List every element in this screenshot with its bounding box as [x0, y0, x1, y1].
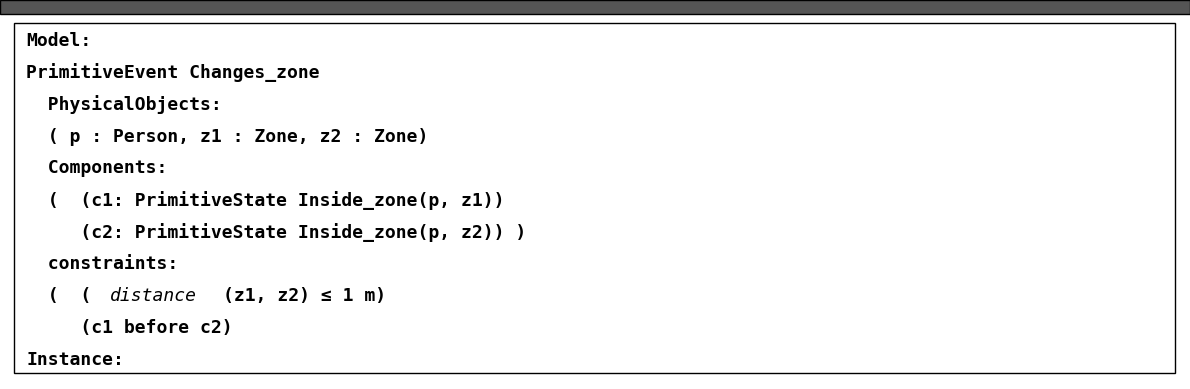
Text: PrimitiveEvent Changes_zone: PrimitiveEvent Changes_zone	[26, 63, 320, 82]
Text: (  (c1: PrimitiveState Inside_zone(p, z1)): ( (c1: PrimitiveState Inside_zone(p, z1)…	[26, 191, 505, 210]
Text: (z1, z2) ≤ 1 m): (z1, z2) ≤ 1 m)	[223, 287, 386, 305]
Text: Components:: Components:	[26, 159, 168, 177]
Text: ( p : Person, z1 : Zone, z2 : Zone): ( p : Person, z1 : Zone, z2 : Zone)	[26, 128, 428, 145]
Text: distance: distance	[111, 287, 198, 305]
Text: Instance:: Instance:	[26, 351, 124, 369]
Text: (  (: ( (	[26, 287, 92, 305]
Text: (c1 before c2): (c1 before c2)	[26, 319, 233, 337]
FancyBboxPatch shape	[14, 23, 1175, 373]
Text: Model:: Model:	[26, 32, 92, 50]
Text: PhysicalObjects:: PhysicalObjects:	[26, 95, 221, 114]
Text: constraints:: constraints:	[26, 255, 178, 273]
Text: (c2: PrimitiveState Inside_zone(p, z2)) ): (c2: PrimitiveState Inside_zone(p, z2)) …	[26, 223, 526, 242]
